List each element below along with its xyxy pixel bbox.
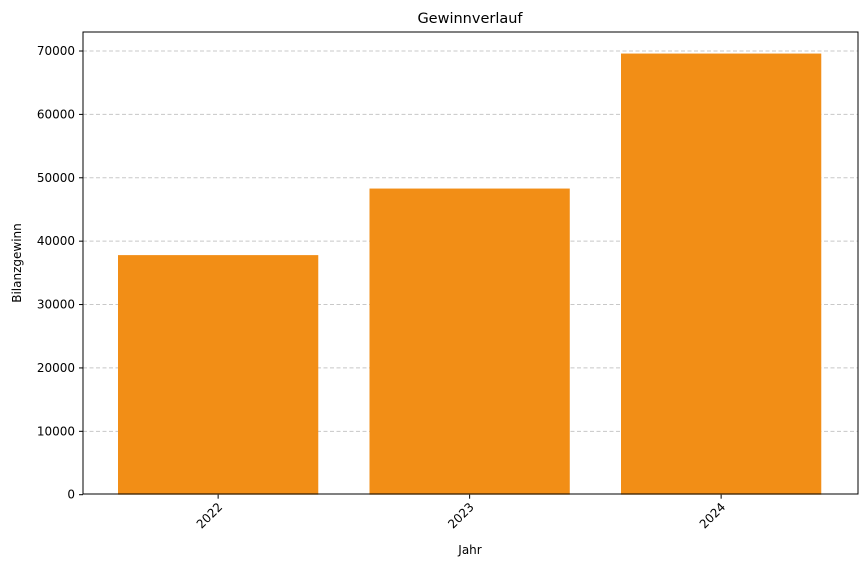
- x-tick-label: 2023: [445, 500, 476, 531]
- plot-frame: [82, 31, 859, 495]
- x-axis-label: Jahr: [457, 543, 481, 557]
- y-tick-label: 20000: [37, 361, 75, 375]
- bars: [118, 53, 822, 495]
- y-tick-label: 50000: [37, 171, 75, 185]
- bar-2022: [118, 255, 319, 495]
- y-tick-label: 60000: [37, 107, 75, 121]
- y-tick-label: 70000: [37, 44, 75, 58]
- x-tick-label: 2024: [697, 500, 728, 531]
- y-axis-label: Bilanzgewinn: [10, 223, 24, 303]
- y-tick-label: 0: [67, 488, 75, 502]
- x-tick-label: 2022: [194, 500, 225, 531]
- bar-2023: [369, 188, 570, 495]
- y-tick-label: 10000: [37, 424, 75, 438]
- y-tick-label: 30000: [37, 298, 75, 312]
- y-tick-label: 40000: [37, 234, 75, 248]
- y-axis: 0 10000 20000 30000 40000 50000 60000 70000: [37, 44, 83, 502]
- bar-2024: [621, 53, 822, 495]
- chart-title: Gewinnverlauf: [417, 11, 523, 27]
- x-axis: 2022 2023 2024: [194, 494, 728, 531]
